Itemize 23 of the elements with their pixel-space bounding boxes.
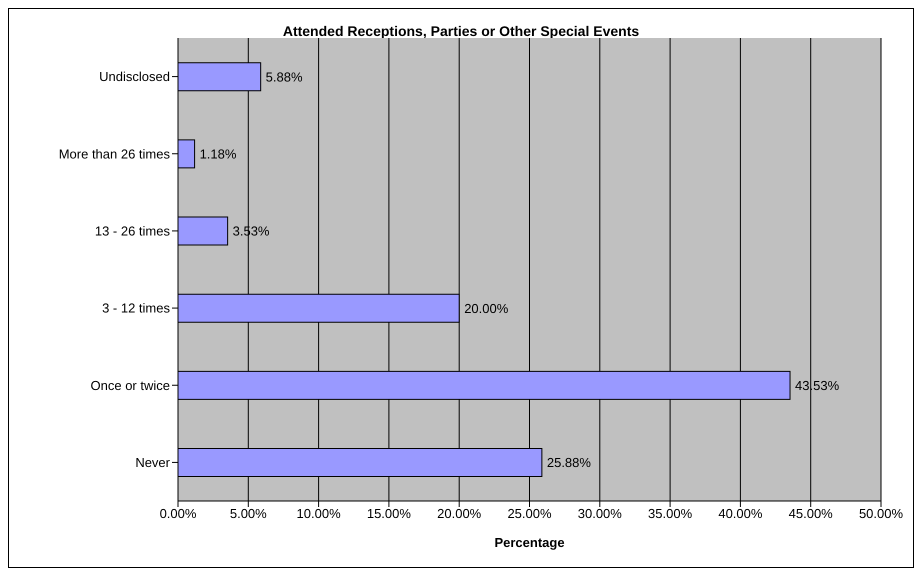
- y-tick-label: 3 - 12 times: [102, 300, 170, 316]
- data-label: 5.88%: [266, 69, 303, 84]
- y-tick-label: Never: [135, 455, 171, 470]
- x-tick-label: 5.00%: [230, 506, 268, 522]
- x-tick-label: 15.00%: [366, 506, 412, 522]
- x-tick-label: 40.00%: [718, 506, 763, 522]
- data-label: 25.88%: [546, 455, 592, 470]
- x-tick-label: 30.00%: [578, 506, 622, 522]
- y-tick-label: Once or twice: [90, 378, 170, 393]
- x-tick-label: 20.00%: [437, 506, 482, 522]
- y-tick-label: More than 26 times: [58, 146, 170, 162]
- x-tick-label: 25.00%: [507, 506, 552, 522]
- data-label: 20.00%: [464, 300, 509, 316]
- chart-title: Attended Receptions, Parties or Other Special Events: [282, 23, 640, 39]
- y-tick-label: 13 - 26 times: [94, 224, 170, 239]
- y-tick-label: Undisclosed: [99, 69, 170, 84]
- x-axis-title: Percentage: [494, 535, 565, 550]
- x-tick-label: 10.00%: [296, 506, 342, 522]
- x-tick-label: 45.00%: [788, 506, 834, 522]
- x-tick-label: 0.00%: [160, 506, 197, 522]
- data-label: 1.18%: [200, 146, 237, 162]
- x-tick-label: 35.00%: [648, 506, 693, 522]
- x-tick-label: 50.00%: [858, 506, 904, 522]
